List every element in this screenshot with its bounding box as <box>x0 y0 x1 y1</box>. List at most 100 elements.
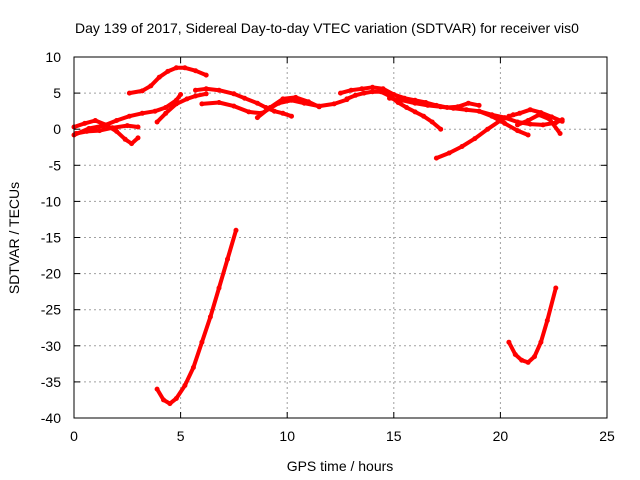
data-point <box>465 100 471 106</box>
data-point <box>476 108 482 114</box>
data-point <box>544 318 550 323</box>
data-point <box>167 401 173 407</box>
data-point <box>527 107 533 113</box>
data-point <box>225 256 230 262</box>
data-point <box>182 383 188 388</box>
x-tick-label: 10 <box>279 428 295 444</box>
data-point <box>161 397 166 403</box>
data-point <box>412 100 418 106</box>
data-point <box>557 131 563 136</box>
x-tick-label: 15 <box>386 428 402 444</box>
data-point <box>348 87 354 93</box>
data-point <box>338 90 343 96</box>
y-tick-label: -25 <box>41 302 61 318</box>
y-tick-label: -20 <box>41 266 61 282</box>
y-axis-label: SDTVAR / TECUs <box>6 182 22 294</box>
data-point <box>306 99 311 105</box>
data-point <box>553 285 559 291</box>
data-point <box>506 113 512 119</box>
data-point <box>126 90 132 96</box>
data-point <box>139 88 145 94</box>
data-point <box>540 122 546 128</box>
data-point <box>199 101 205 107</box>
data-point <box>163 110 169 116</box>
series-line-arc-6 <box>193 86 294 119</box>
data-point <box>425 102 431 108</box>
series-line-arc-2 <box>72 92 183 137</box>
data-point <box>109 125 115 131</box>
data-point <box>126 113 132 119</box>
data-point <box>254 115 260 121</box>
data-point <box>489 112 495 118</box>
data-point <box>525 118 531 123</box>
y-tick-label: 5 <box>53 85 61 101</box>
data-point <box>525 359 531 365</box>
data-point <box>231 91 237 97</box>
data-series <box>71 65 565 407</box>
data-point <box>515 122 520 128</box>
x-axis-label: GPS time / hours <box>287 458 394 474</box>
data-point <box>438 126 444 132</box>
x-tick-label: 20 <box>493 428 509 444</box>
data-point <box>154 119 160 125</box>
data-point <box>378 89 384 95</box>
data-point <box>231 103 237 109</box>
data-point <box>446 150 452 156</box>
data-point <box>114 118 120 123</box>
data-point <box>280 110 286 116</box>
data-point <box>173 65 179 71</box>
data-point <box>216 285 222 291</box>
y-tick-label: -35 <box>41 374 61 390</box>
data-point <box>193 93 198 99</box>
data-point <box>92 118 98 123</box>
data-point <box>97 128 103 134</box>
data-point <box>532 354 537 360</box>
data-point <box>216 87 222 93</box>
data-point <box>515 128 520 134</box>
data-point <box>485 126 491 132</box>
data-point <box>421 113 427 119</box>
series-line-arc-17 <box>506 286 558 365</box>
data-point <box>459 144 465 149</box>
data-point <box>135 135 141 141</box>
data-point <box>517 110 523 116</box>
data-point <box>182 65 188 71</box>
data-point <box>173 101 179 107</box>
data-point <box>82 120 88 126</box>
data-point <box>525 132 531 138</box>
data-point <box>344 96 350 102</box>
data-point <box>404 105 410 110</box>
data-point <box>502 120 508 126</box>
grid-lines <box>74 57 607 418</box>
data-point <box>152 108 158 114</box>
y-tick-label: -5 <box>49 157 62 173</box>
data-point <box>519 357 525 363</box>
data-point <box>203 72 209 78</box>
data-point <box>73 131 79 136</box>
data-point <box>267 105 273 110</box>
data-point <box>293 94 299 100</box>
data-point <box>233 227 239 233</box>
data-point <box>399 97 405 103</box>
data-point <box>391 92 397 97</box>
data-point <box>216 100 222 105</box>
chart-title: Day 139 of 2017, Sidereal Day-to-day VTE… <box>75 20 579 36</box>
data-point <box>429 119 435 125</box>
y-tick-label: 0 <box>53 121 61 137</box>
y-tick-label: -40 <box>41 410 61 426</box>
data-point <box>139 110 145 116</box>
x-tick-label: 0 <box>70 428 78 444</box>
data-point <box>476 102 482 108</box>
data-point <box>280 96 286 102</box>
data-point <box>536 112 542 118</box>
data-point <box>173 396 179 401</box>
data-point <box>154 386 160 392</box>
axis-ticks: 0 5 10 15 20 25 -40 -35 -30 -25 -20 -15 -10 -5 0 5 10 <box>41 49 615 444</box>
data-point <box>193 87 198 93</box>
data-point <box>203 91 209 97</box>
data-point <box>203 86 209 92</box>
data-point <box>199 339 205 345</box>
data-point <box>178 92 184 97</box>
data-point <box>506 339 512 345</box>
data-point <box>352 92 358 98</box>
